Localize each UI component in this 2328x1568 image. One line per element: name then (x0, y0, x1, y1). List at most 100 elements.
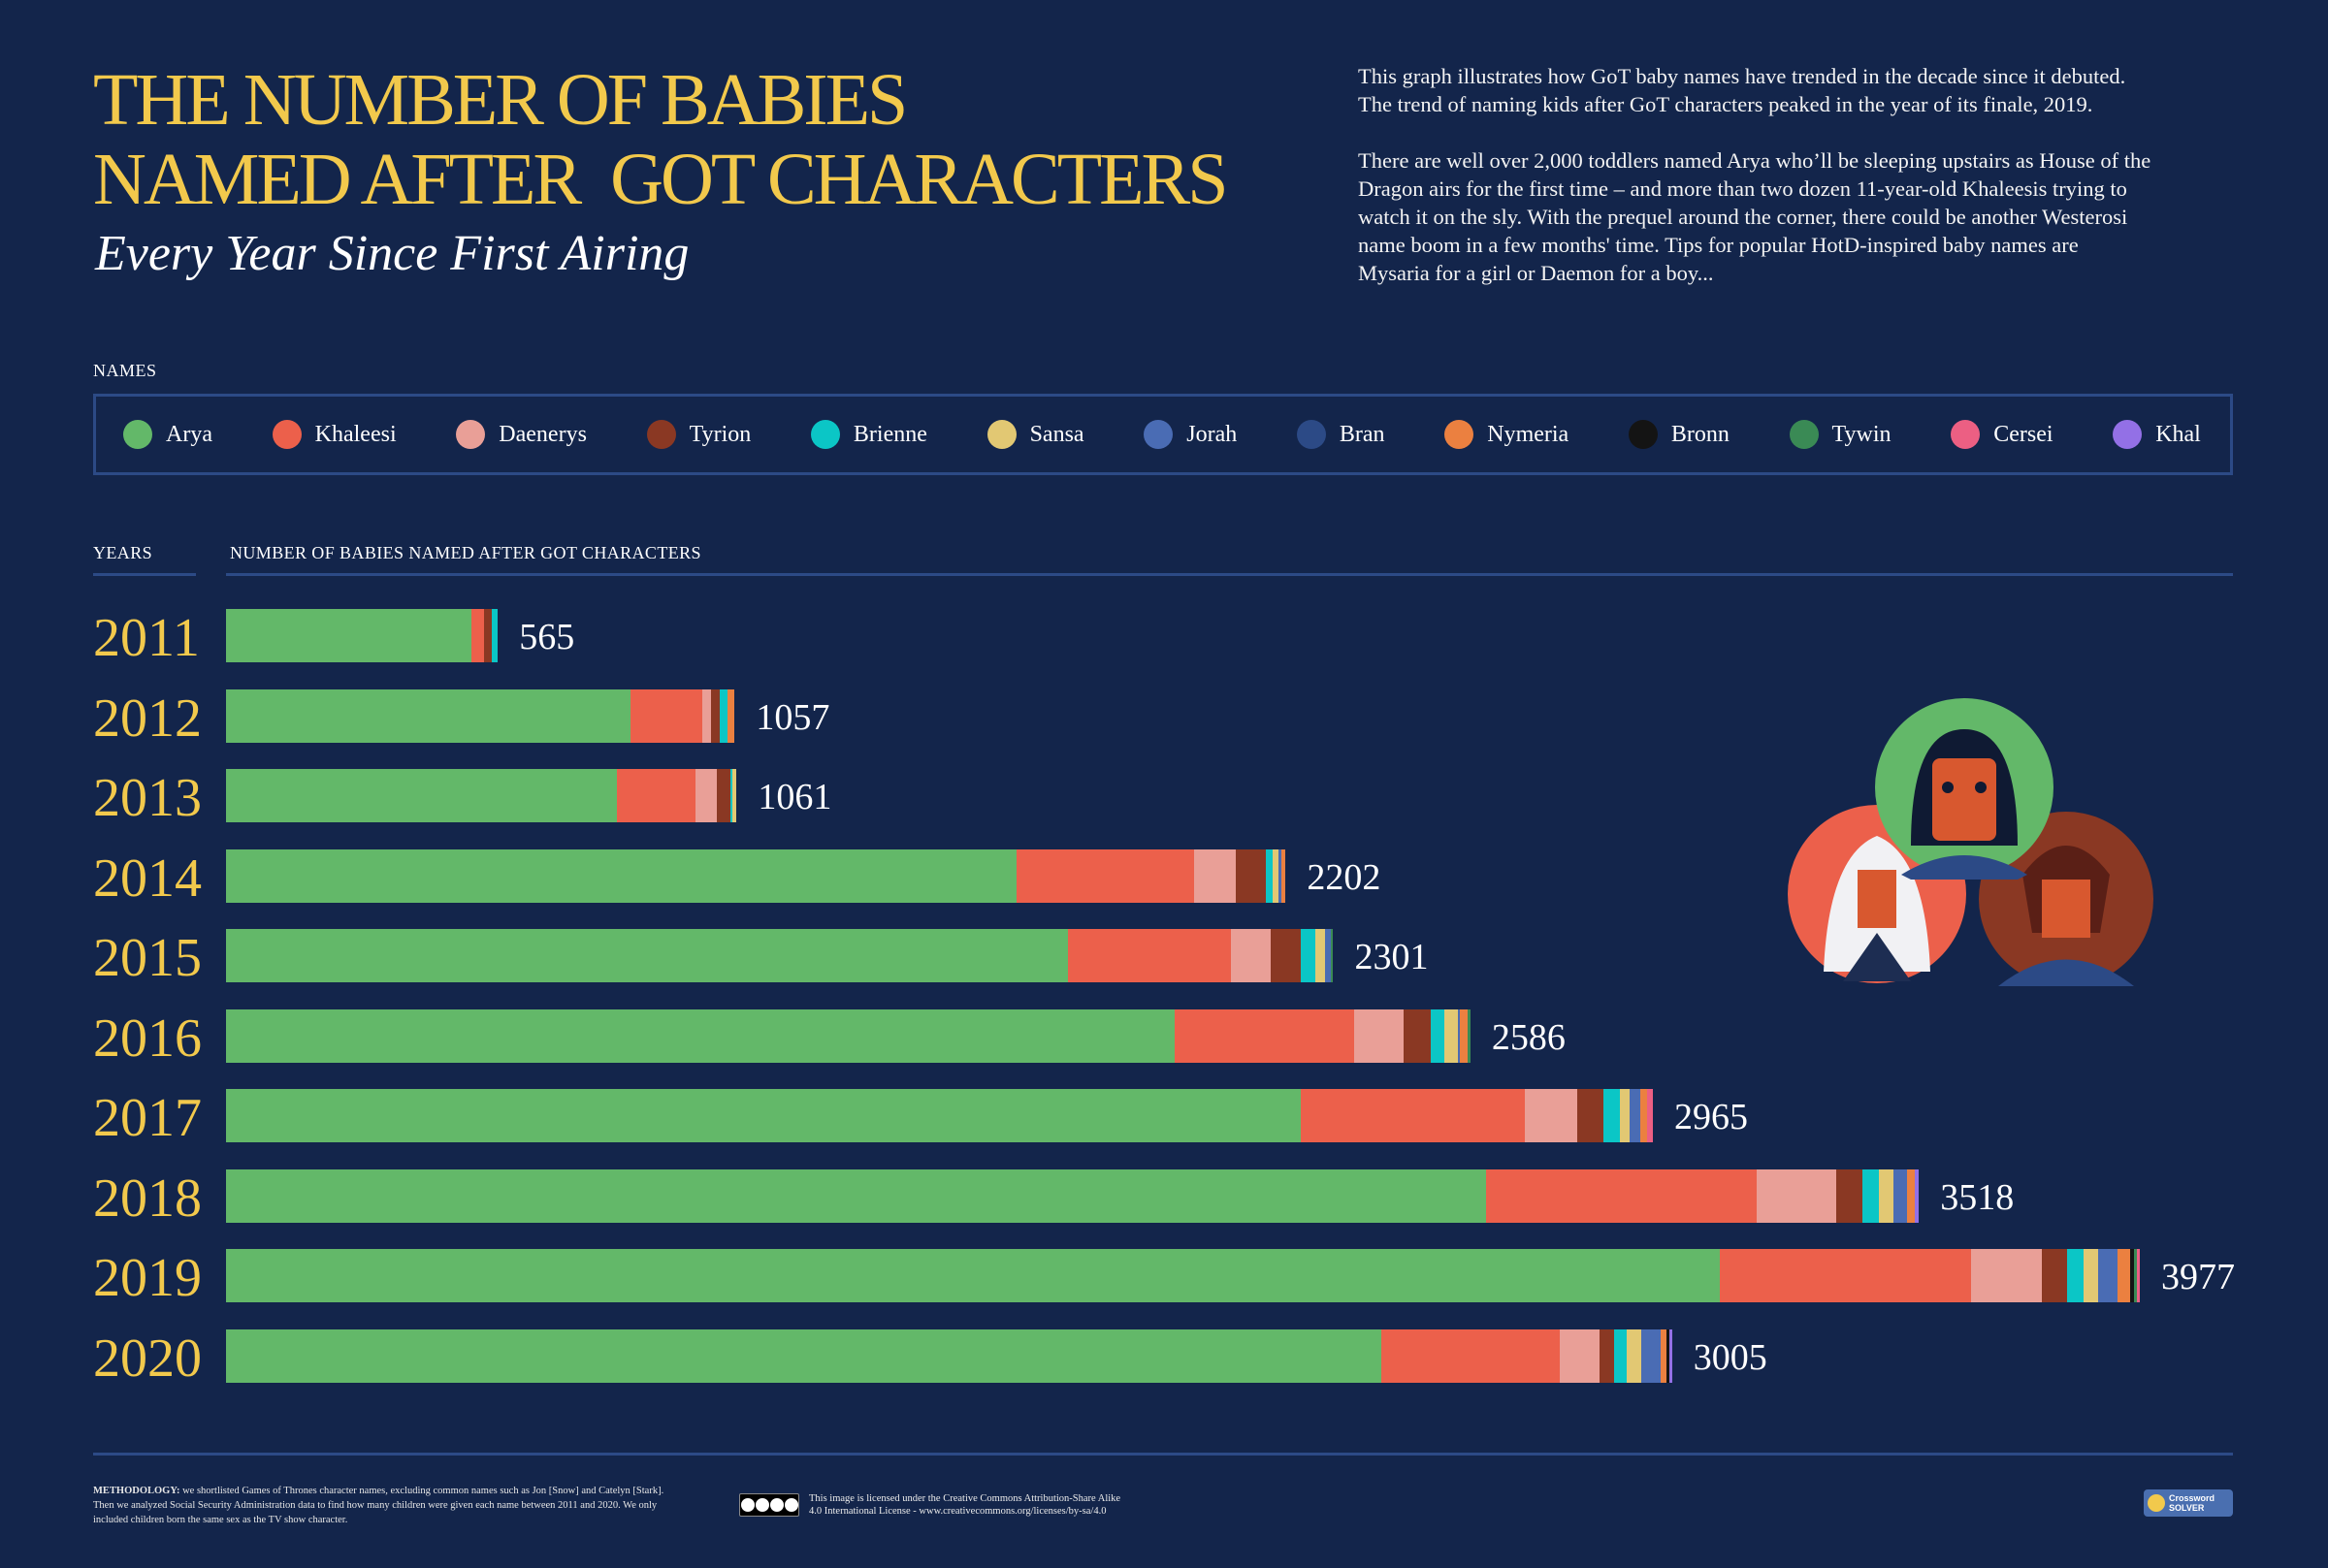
bar-segment-arya (226, 848, 1017, 903)
legend-item-nymeria: Nymeria (1444, 420, 1568, 449)
bar-segment-daenerys (1230, 929, 1272, 982)
legend-label: Khal (2155, 421, 2201, 447)
bar-segment-bronn (2129, 1249, 2134, 1302)
legend-item-brienne: Brienne (810, 420, 927, 449)
crossword-grid-icon (2148, 1494, 2165, 1512)
legend-label: Brienne (853, 421, 927, 447)
bar-segment-tyrion (2042, 1249, 2068, 1302)
bar-segment-brienne (1300, 929, 1316, 982)
bar-2015 (226, 929, 1334, 982)
bar-2018 (226, 1168, 1920, 1223)
bar-segment-sansa (1626, 1328, 1641, 1383)
bar-segment-sansa (1443, 1008, 1458, 1063)
legend-label: Tywin (1831, 421, 1892, 447)
bar-segment-nymeria (2118, 1249, 2130, 1302)
bar-segment-brienne (730, 769, 733, 822)
bar-segment-tyrion (711, 688, 721, 743)
bar-segment-tyrion (717, 769, 731, 822)
creative-commons-icon (739, 1493, 799, 1517)
character-illustration (1788, 698, 2153, 986)
year-label: 2015 (93, 928, 202, 988)
crossword-solver-logo[interactable]: Crossword SOLVER (2144, 1489, 2233, 1517)
legend-item-bronn: Bronn (1628, 420, 1730, 449)
total-label: 3977 (2161, 1257, 2235, 1297)
bar-segment-khaleesi (470, 609, 485, 662)
bar-segment-jorah (1324, 929, 1331, 982)
legend-swatch-icon (1444, 420, 1474, 449)
logo-line-2: SOLVER (2169, 1503, 2205, 1513)
description-paragraph-2: There are well over 2,000 toddlers named… (1358, 148, 2151, 285)
bar-segment-khaleesi (1175, 1008, 1355, 1063)
legend-item-khaleesi: Khaleesi (272, 420, 397, 449)
bar-segment-arya (226, 1089, 1301, 1142)
legend-swatch-icon (123, 420, 152, 449)
legend-label: Bronn (1670, 421, 1730, 447)
legend-label: Daenerys (499, 421, 587, 447)
bar-segment-sansa (732, 769, 737, 822)
bar-segment-brienne (1614, 1328, 1627, 1383)
legend-item-arya: Arya (123, 420, 212, 449)
bar-segment-khaleesi (1016, 848, 1195, 903)
bar-segment-nymeria (727, 688, 735, 743)
legend-label: Tyrion (689, 421, 752, 447)
bar-segment-tyrion (1576, 1089, 1604, 1142)
bar-segment-jorah (1277, 848, 1281, 903)
bar-segment-sansa (1879, 1168, 1894, 1223)
bar-segment-nymeria (1639, 1089, 1647, 1142)
year-label: 2017 (93, 1088, 202, 1148)
license-note: This image is licensed under the Creativ… (809, 1492, 1129, 1518)
values-header-rule (226, 573, 2233, 576)
year-label: 2014 (93, 848, 202, 909)
title-line-2: NAMED AFTER GOT CHARACTERS (93, 139, 1229, 220)
legend-label: Arya (166, 421, 212, 447)
bar-segment-arya (226, 1168, 1487, 1223)
bar-segment-arya (226, 929, 1068, 982)
total-label: 2301 (1354, 937, 1429, 977)
year-label: 2019 (93, 1248, 202, 1308)
jon-portrait-icon (1875, 698, 2053, 880)
bar-2014 (226, 848, 1286, 903)
legend-swatch-icon (1144, 420, 1174, 449)
total-label: 2965 (1673, 1097, 1748, 1137)
methodology-label: METHODOLOGY: (93, 1486, 180, 1496)
legend-label: Bran (1339, 421, 1385, 447)
bar-segment-arya (226, 609, 471, 662)
bar-segment-sansa (1272, 848, 1278, 903)
legend-swatch-icon (2113, 420, 2143, 449)
bar-segment-khaleesi (1720, 1249, 1971, 1302)
bar-segment-brienne (1862, 1168, 1880, 1223)
license-line-2: 4.0 International License - www.creative… (809, 1506, 1107, 1517)
total-label: 2202 (1307, 856, 1381, 898)
legend-item-cersei: Cersei (1951, 420, 2053, 449)
legend-item-sansa: Sansa (986, 420, 1084, 449)
legend: Arya Khaleesi Daenerys Tyrion Brienne Sansa Jo… (93, 394, 2233, 475)
legend-swatch-icon (810, 420, 840, 449)
bar-segment-jorah (1457, 1008, 1461, 1063)
bar-segment-daenerys (1970, 1249, 2043, 1302)
logo-line-1: Crossword (2169, 1493, 2215, 1503)
bar-2016 (226, 1008, 1471, 1063)
bar-segment-arya (226, 1328, 1382, 1383)
legend-label: Cersei (1993, 421, 2053, 447)
bar-segment-khaleesi (1381, 1328, 1560, 1383)
bar-2012 (226, 688, 735, 743)
legend-swatch-icon (456, 420, 486, 449)
legend-label: Jorah (1186, 421, 1238, 447)
bar-segment-tyrion (1835, 1168, 1863, 1223)
bar-2013 (226, 769, 737, 822)
total-label: 565 (519, 617, 575, 657)
bar-segment-daenerys (1559, 1328, 1600, 1383)
legend-item-tywin: Tywin (1789, 420, 1892, 449)
bar-segment-tyrion (1599, 1328, 1615, 1383)
bar-segment-khaleesi (1486, 1168, 1757, 1223)
total-label: 2586 (1491, 1016, 1566, 1058)
bar-segment-jorah (1629, 1089, 1640, 1142)
methodology-text: we shortlisted Games of Thrones characte… (93, 1486, 664, 1525)
bar-segment-sansa (2083, 1249, 2099, 1302)
bar-segment-tyrion (1235, 848, 1266, 903)
bar-segment-arya (226, 1249, 1721, 1302)
footer-rule (93, 1453, 2233, 1456)
bar-segment-daenerys (1756, 1168, 1836, 1223)
legend-item-bran: Bran (1296, 420, 1385, 449)
legend-swatch-icon (986, 420, 1017, 449)
